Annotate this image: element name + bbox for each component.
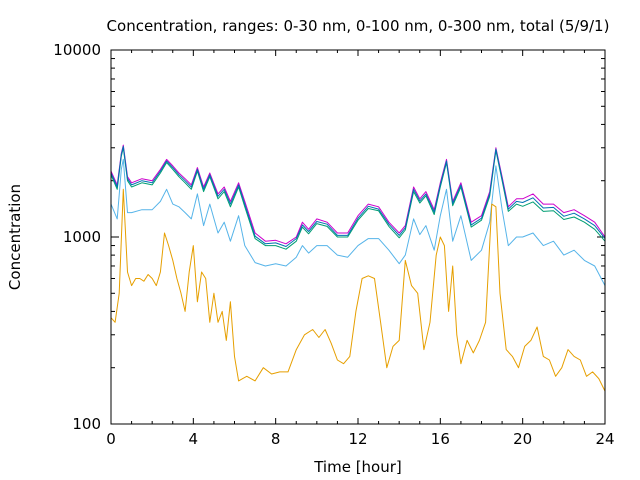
y-tick-label: 10000 bbox=[53, 41, 101, 59]
x-tick-label: 16 bbox=[431, 430, 450, 448]
x-tick-label: 4 bbox=[189, 430, 199, 448]
y-tick-label: 100 bbox=[72, 415, 101, 433]
y-axis-label: Concentration bbox=[6, 184, 24, 290]
series-group bbox=[110, 144, 606, 392]
plot-frame bbox=[110, 49, 606, 425]
x-tick-label: 24 bbox=[595, 430, 614, 448]
series-line-3 bbox=[110, 145, 606, 247]
series-line-4 bbox=[110, 158, 606, 286]
x-tick-label: 0 bbox=[106, 430, 116, 448]
x-tick-label: 20 bbox=[513, 430, 532, 448]
x-axis-label: Time [hour] bbox=[313, 458, 402, 476]
series-line-5 bbox=[110, 188, 606, 392]
x-tick-label: 12 bbox=[348, 430, 367, 448]
x-tick-label: 8 bbox=[271, 430, 281, 448]
y-tick-label: 1000 bbox=[63, 228, 101, 246]
chart-title: Concentration, ranges: 0-30 nm, 0-100 nm… bbox=[107, 17, 610, 35]
